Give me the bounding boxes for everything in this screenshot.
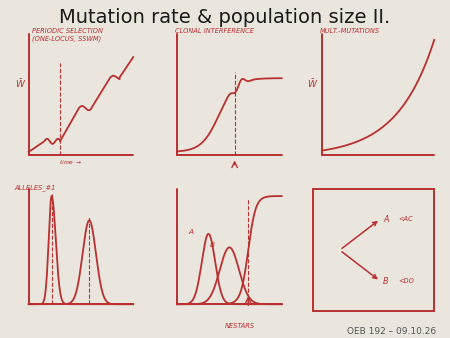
Text: A: A — [189, 229, 194, 235]
Text: $\bar{W}$: $\bar{W}$ — [307, 77, 319, 90]
Text: <DO: <DO — [398, 278, 414, 284]
Text: MULT.-MUTATIONS: MULT.-MUTATIONS — [320, 28, 380, 34]
Text: B: B — [210, 242, 215, 248]
Text: <AC: <AC — [398, 216, 412, 222]
Text: CLONAL INTERFERENCE: CLONAL INTERFERENCE — [175, 28, 253, 34]
Text: A: A — [383, 215, 388, 223]
Text: PERIODIC SELECTION
(ONE-LOCUS, SSWM): PERIODIC SELECTION (ONE-LOCUS, SSWM) — [32, 28, 104, 43]
Text: time $\rightarrow$: time $\rightarrow$ — [58, 158, 82, 166]
Text: Mutation rate & population size II.: Mutation rate & population size II. — [59, 8, 391, 27]
Text: OEB 192 – 09.10.26: OEB 192 – 09.10.26 — [347, 327, 436, 336]
Text: NESTARS: NESTARS — [225, 323, 255, 329]
Text: $\bar{W}$: $\bar{W}$ — [15, 77, 26, 90]
Text: ALLELES_#1: ALLELES_#1 — [15, 184, 56, 191]
Text: B: B — [383, 277, 388, 286]
